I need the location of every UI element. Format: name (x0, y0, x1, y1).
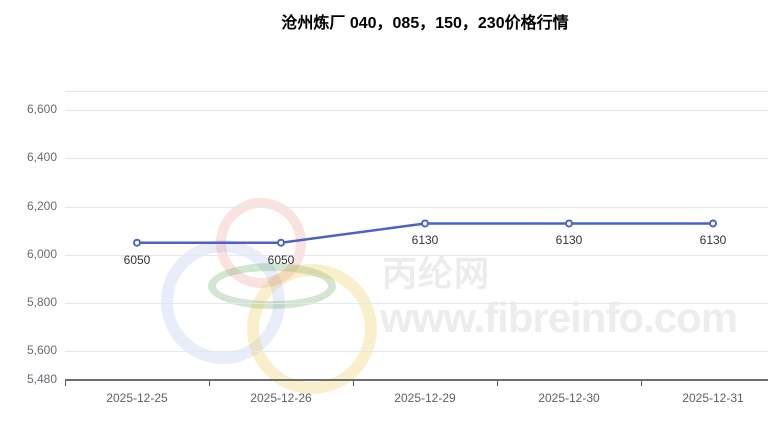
y-axis-label: 5,800 (26, 295, 57, 309)
y-gridline (65, 109, 768, 111)
data-point-marker[interactable] (133, 238, 141, 247)
x-axis-label: 2025-12-31 (682, 391, 744, 405)
x-axis-label: 2025-12-30 (538, 391, 600, 405)
y-gridline (65, 254, 768, 256)
watermark-site-url: www.fibreinfo.com (380, 294, 738, 341)
x-axis-label: 2025-12-26 (250, 391, 312, 405)
x-axis-tick (65, 381, 66, 386)
data-point-label: 6050 (123, 252, 151, 267)
y-gridline (65, 350, 768, 352)
data-point-marker[interactable] (565, 219, 573, 228)
watermark-site-name: 丙纶网 (382, 255, 491, 294)
y-axis-label: 5,480 (26, 372, 57, 386)
x-axis-label: 2025-12-25 (106, 391, 168, 405)
y-gridline (65, 157, 768, 159)
chart-title: 沧州炼厂 040，085，150，230价格行情 (281, 15, 569, 32)
data-point-label: 6130 (555, 233, 583, 248)
x-axis-tick (353, 381, 354, 386)
y-gridline (65, 206, 768, 208)
y-axis-label: 6,400 (26, 150, 57, 164)
y-axis-label: 6,200 (26, 199, 57, 213)
data-point-marker[interactable] (709, 219, 717, 228)
y-axis-label: 6,000 (26, 247, 57, 261)
y-gridline (65, 302, 768, 304)
x-axis-tick (209, 381, 210, 386)
y-axis-label: 5,600 (26, 343, 57, 357)
x-axis-tick (497, 381, 498, 386)
x-axis-tick (641, 381, 642, 386)
y-axis-label: 6,600 (26, 102, 57, 116)
data-point-label: 6050 (267, 252, 295, 267)
data-point-marker[interactable] (421, 219, 429, 228)
y-gridline-top (65, 91, 768, 92)
x-axis-line (65, 379, 768, 381)
x-axis-label: 2025-12-29 (394, 391, 456, 405)
data-point-label: 6130 (411, 233, 439, 248)
data-point-label: 6130 (699, 233, 727, 248)
data-point-marker[interactable] (277, 238, 285, 247)
